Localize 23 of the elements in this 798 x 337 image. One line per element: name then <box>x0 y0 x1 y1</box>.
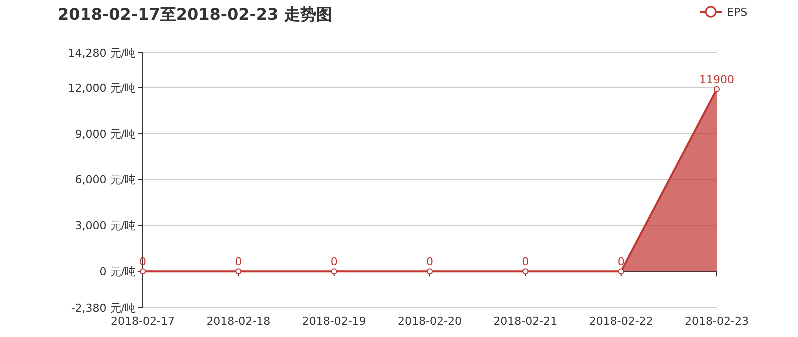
legend: EPS <box>700 6 748 19</box>
y-tick-label: -2,380 元/吨 <box>71 302 136 315</box>
y-tick-label: 14,280 元/吨 <box>68 47 136 60</box>
data-label: 0 <box>426 256 434 269</box>
data-label: 0 <box>618 256 625 269</box>
x-tick-label: 2018-02-23 <box>685 315 749 328</box>
y-tick-label: 3,000 元/吨 <box>75 220 136 233</box>
chart-title: 2018-02-17至2018-02-23 走势图 <box>58 5 332 24</box>
x-tick-label: 2018-02-22 <box>589 315 654 328</box>
data-label: 0 <box>522 256 530 269</box>
data-label: 0 <box>330 256 338 269</box>
data-label: 11900 <box>700 73 734 86</box>
y-tick-label: 6,000 元/吨 <box>75 174 136 187</box>
x-tick-label: 2018-02-18 <box>206 315 271 328</box>
y-tick-label: 9,000 元/吨 <box>75 128 136 141</box>
x-tick-label: 2018-02-20 <box>398 315 462 328</box>
y-tick-label: 0 元/吨 <box>100 266 136 279</box>
legend-label: EPS <box>727 6 748 19</box>
x-tick-label: 2018-02-21 <box>494 315 558 328</box>
x-tick-label: 2018-02-17 <box>111 315 175 328</box>
y-tick-label: 12,000 元/吨 <box>68 82 136 95</box>
x-tick-label: 2018-02-19 <box>302 315 366 328</box>
data-label: 0 <box>235 256 242 269</box>
